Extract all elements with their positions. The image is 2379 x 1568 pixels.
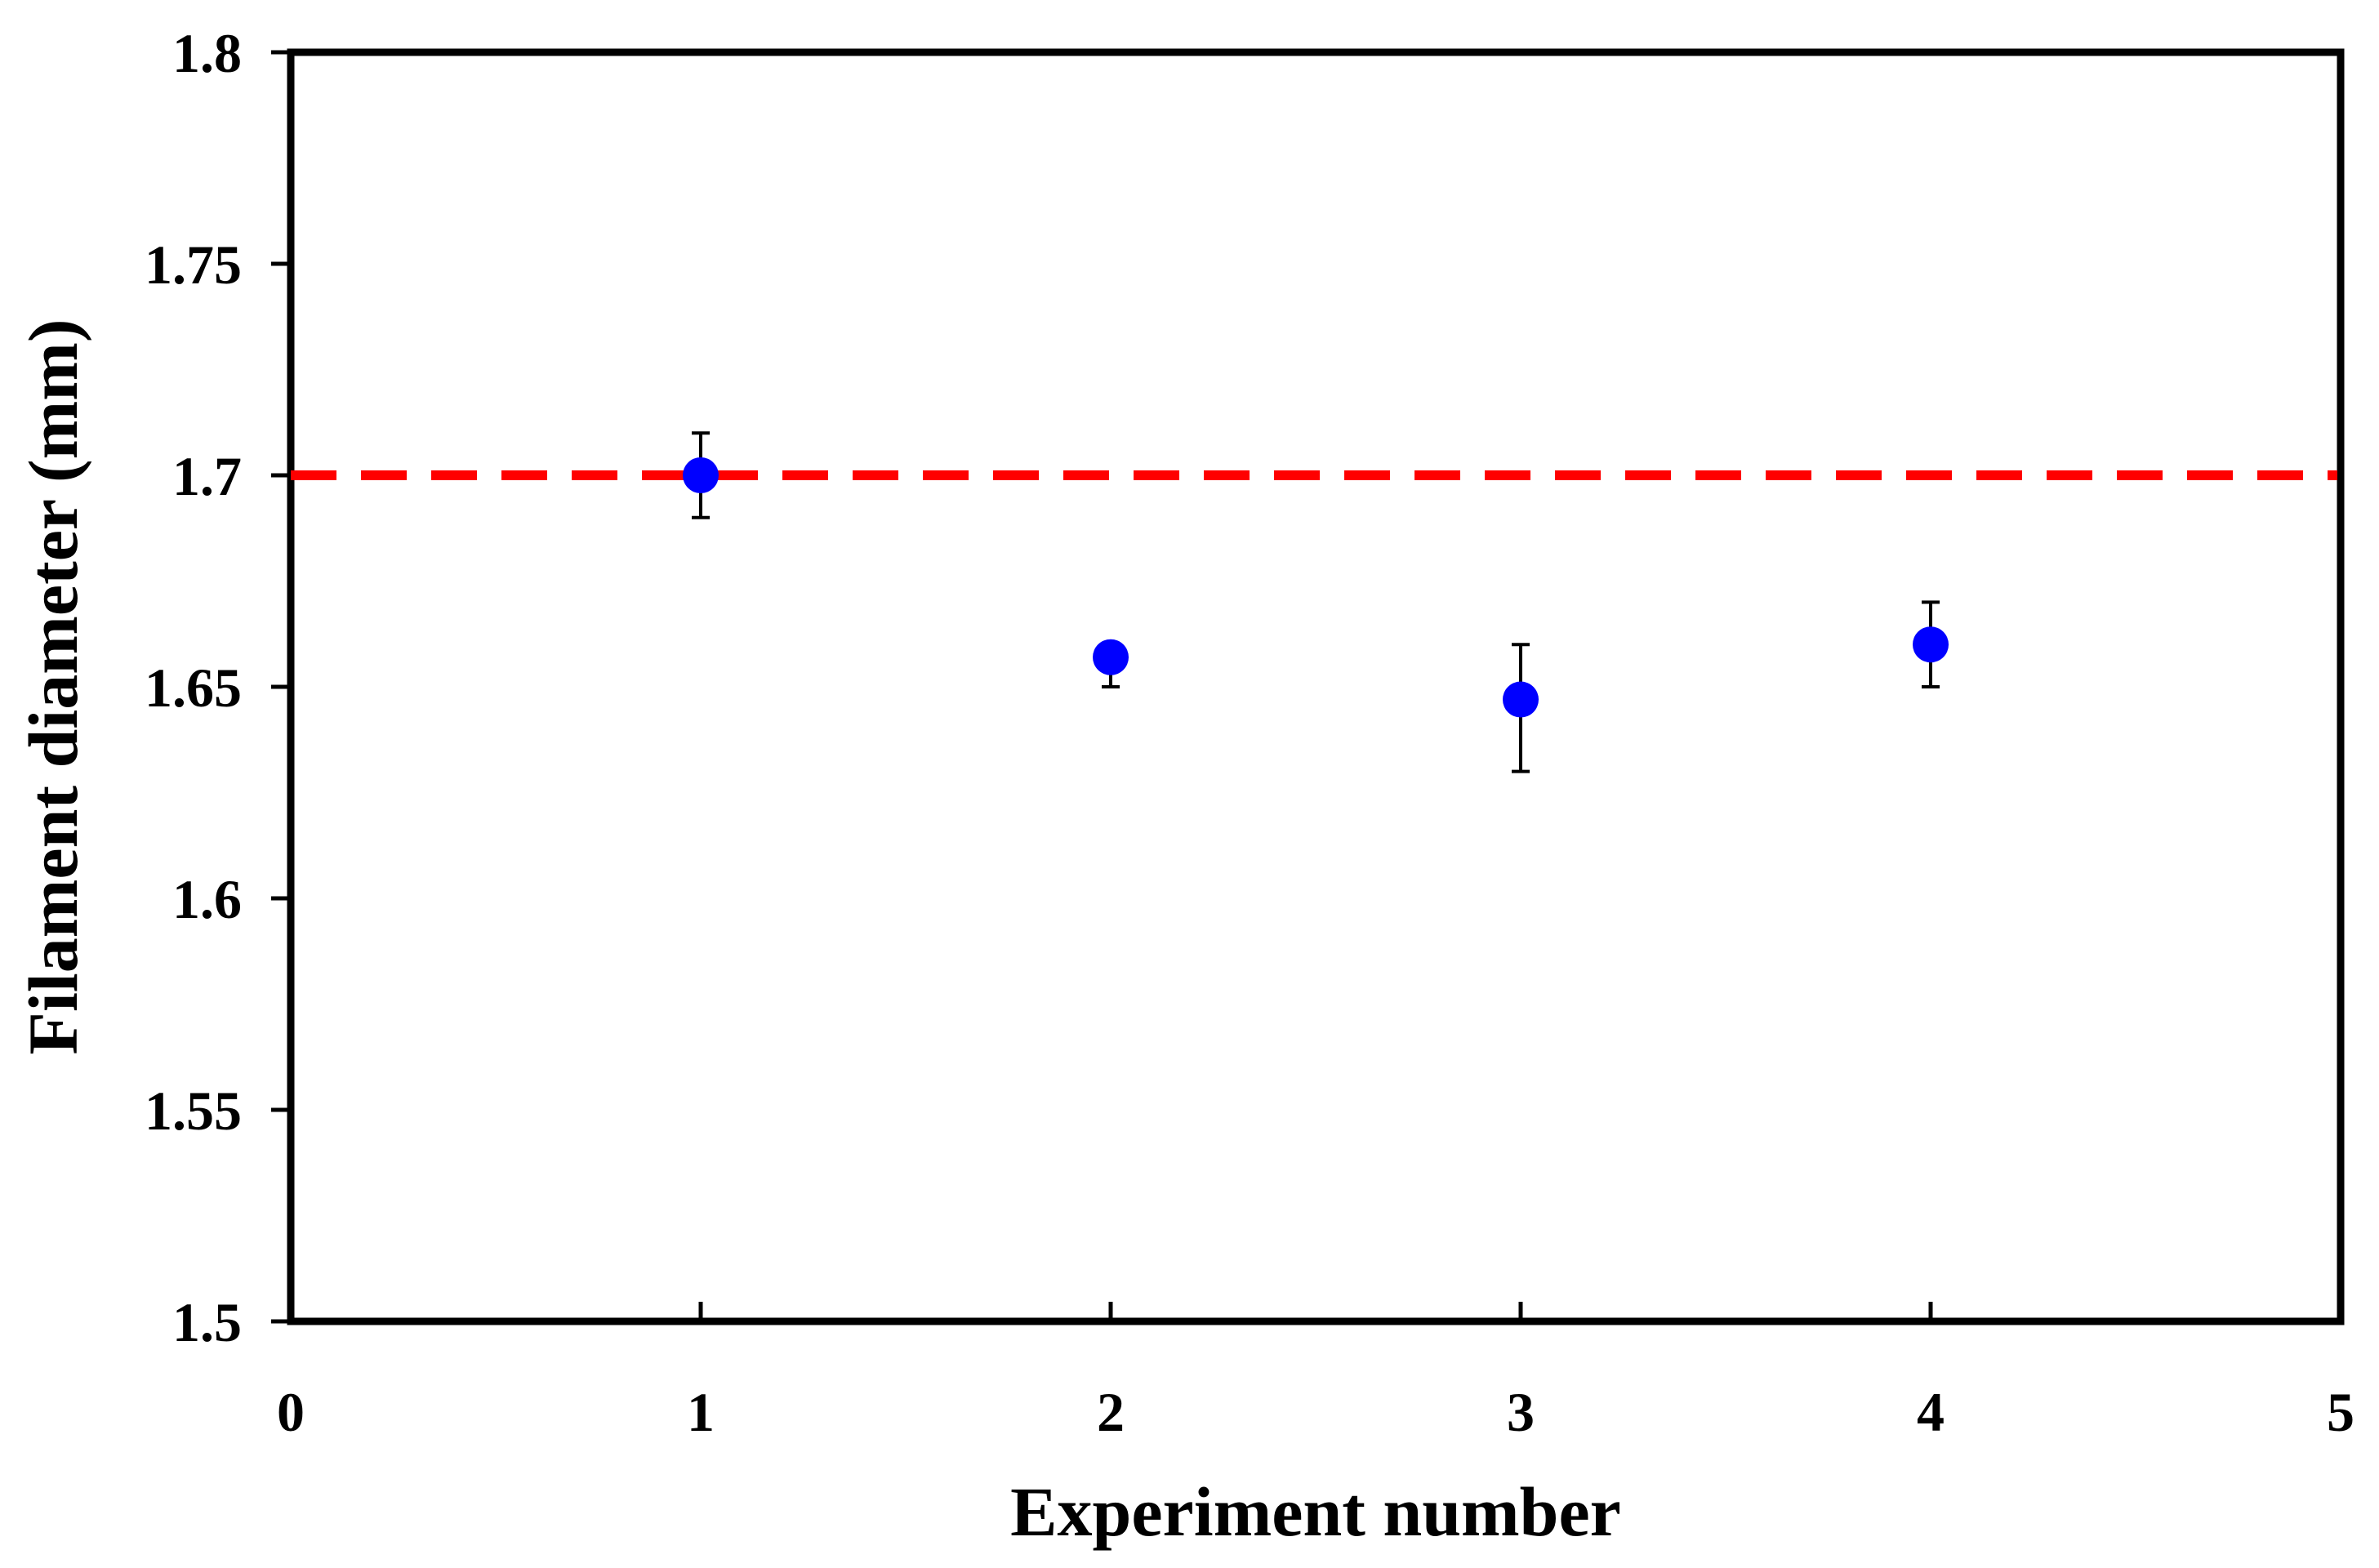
- data-point: [1093, 639, 1129, 675]
- data-points: [683, 457, 1949, 718]
- x-axis-tick-labels: 0 1 2 3 4 5: [277, 1381, 2354, 1443]
- y-tick-label: 1.8: [172, 22, 242, 84]
- x-axis-ticks: [288, 1302, 2343, 1321]
- y-tick-label: 1.65: [145, 657, 242, 719]
- x-tick-label: 0: [277, 1381, 305, 1443]
- data-point: [1503, 681, 1539, 718]
- x-tick-label: 4: [1917, 1381, 1945, 1443]
- x-tick-label: 5: [2327, 1381, 2354, 1443]
- x-tick-label: 2: [1097, 1381, 1125, 1443]
- x-tick-label: 3: [1507, 1381, 1535, 1443]
- x-axis-title: Experiment number: [1010, 1472, 1621, 1551]
- x-tick-label: 1: [687, 1381, 715, 1443]
- y-tick-label: 1.5: [172, 1291, 242, 1353]
- data-point: [683, 457, 719, 493]
- error-bars: [692, 431, 1940, 773]
- y-tick-label: 1.75: [145, 234, 242, 296]
- data-point: [1913, 626, 1949, 663]
- y-tick-label: 1.6: [172, 868, 242, 930]
- y-axis-ticks: [271, 50, 291, 1324]
- y-axis-tick-labels: 1.5 1.55 1.6 1.65 1.7 1.75 1.8: [145, 22, 242, 1353]
- y-tick-label: 1.55: [145, 1080, 242, 1142]
- plot-area: [287, 48, 2345, 1325]
- y-tick-label: 1.7: [172, 445, 242, 507]
- y-axis-title: Filament diameter (mm): [14, 318, 92, 1054]
